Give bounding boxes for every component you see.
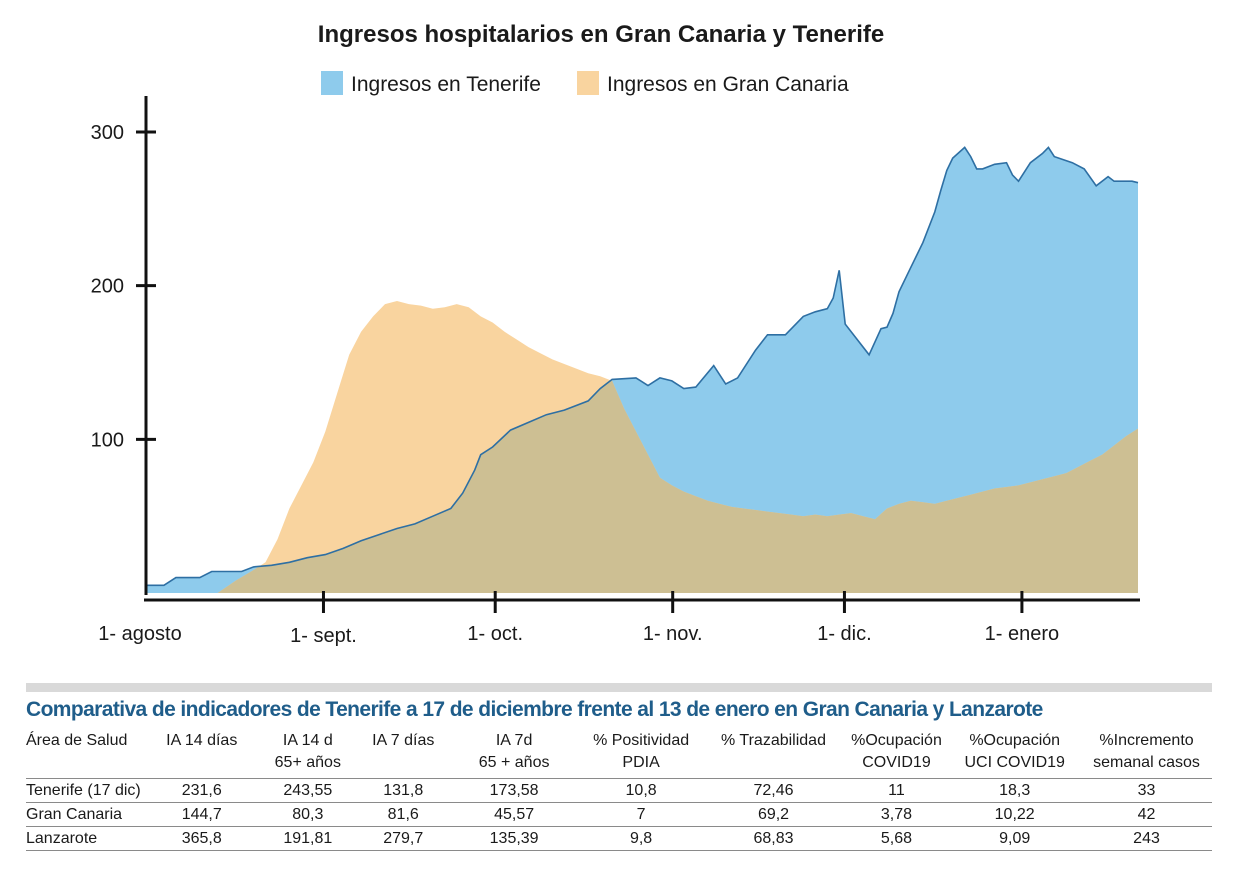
table-title: Comparativa de indicadores de Tenerife a… [26,698,1043,721]
legend-swatch-gran-canaria [577,71,599,95]
table-cell: 68,83 [702,826,845,851]
table-cell: 3,78 [844,802,949,827]
table-cell: 10,22 [948,802,1082,827]
indicators-table-section: Comparativa de indicadores de Tenerife a… [26,683,1212,851]
x-tick-label-3: 1- nov. [643,623,703,645]
table-header-cell: %Ocupación UCI COVID19 [948,730,1082,779]
table-cell: 80,3 [257,802,358,827]
legend-label-gran-canaria: Ingresos en Gran Canaria [607,73,849,96]
hospital-admissions-chart: Ingresos hospitalarios en Gran Canaria y… [91,21,1140,647]
indicators-table: Área de Salud IA 14 días IA 14 d 65+ años I… [26,730,1212,851]
table-cell: 279,7 [358,826,449,851]
table-cell: 365,8 [145,826,258,851]
table-body: Tenerife (17 dic) 231,6 243,55 131,8 173,58 1… [26,778,1212,851]
table-cell: 9,8 [579,826,703,851]
table-header-cell: %Ocupación COVID19 [844,730,949,779]
table-cell: 42 [1081,802,1212,827]
table-row: Tenerife (17 dic) 231,6 243,55 131,8 173,58 1… [26,778,1212,803]
area-tenerife [146,147,1138,593]
table-row: Gran Canaria 144,7 80,3 81,6 45,57 7 69,2 3,78 1… [26,802,1212,827]
table-cell: 173,58 [448,778,580,803]
table-cell: 81,6 [358,802,449,827]
table-header-cell: Área de Salud [26,730,146,779]
legend-swatch-tenerife [321,71,343,95]
plot-area [146,146,1139,593]
table-cell: 11 [844,778,949,803]
table-header-cell: % Trazabilidad [702,730,845,779]
table-top-rule [26,683,1212,692]
x-tick-label-4: 1- dic. [817,623,871,645]
table-cell: 69,2 [702,802,845,827]
table-cell: 18,3 [948,778,1082,803]
table-cell: 131,8 [358,778,449,803]
table-cell: Tenerife (17 dic) [26,778,146,803]
table-cell: 243,55 [257,778,358,803]
table-header-cell: IA 7d 65 + años [448,730,580,779]
x-tick-label-5: 1- enero [985,623,1060,645]
table-cell: 9,09 [948,826,1082,851]
table-row: Lanzarote 365,8 191,81 279,7 135,39 9,8 68,83 5… [26,826,1212,851]
table-cell: 191,81 [257,826,358,851]
chart-legend: Ingresos en Tenerife Ingresos en Gran Ca… [321,71,849,96]
axes: 100 200 300 1- agosto 1- sept. 1- oct. 1- nov.… [91,96,1140,647]
table-cell: 243 [1081,826,1212,851]
table-header-row: Área de Salud IA 14 días IA 14 d 65+ años I… [26,730,1212,779]
table-header-cell: %Incremento semanal casos [1081,730,1212,779]
chart-title: Ingresos hospitalarios en Gran Canaria y… [318,21,884,48]
line-tenerife [146,146,1139,587]
table-cell: 231,6 [145,778,258,803]
table-cell: 33 [1081,778,1212,803]
table-cell: 144,7 [145,802,258,827]
table-cell: 7 [579,802,703,827]
legend-label-tenerife: Ingresos en Tenerife [351,73,541,96]
y-tick-label-300: 300 [91,122,124,144]
y-tick-label-200: 200 [91,276,124,298]
table-header-cell: % Positividad PDIA [579,730,703,779]
x-tick-label-1: 1- sept. [290,625,357,647]
y-tick-label-100: 100 [91,429,124,451]
table-header-cell: IA 14 d 65+ años [257,730,358,779]
table-cell: 135,39 [448,826,580,851]
table-cell: Gran Canaria [26,802,146,827]
table-cell: 10,8 [579,778,703,803]
table-cell: 45,57 [448,802,580,827]
table-cell: 72,46 [702,778,845,803]
x-tick-label-2: 1- oct. [467,623,523,645]
x-tick-label-0: 1- agosto [98,623,181,645]
table-header-cell: IA 14 días [145,730,258,779]
table-cell: 5,68 [844,826,949,851]
table-header-cell: IA 7 días [358,730,449,779]
table-cell: Lanzarote [26,826,146,851]
